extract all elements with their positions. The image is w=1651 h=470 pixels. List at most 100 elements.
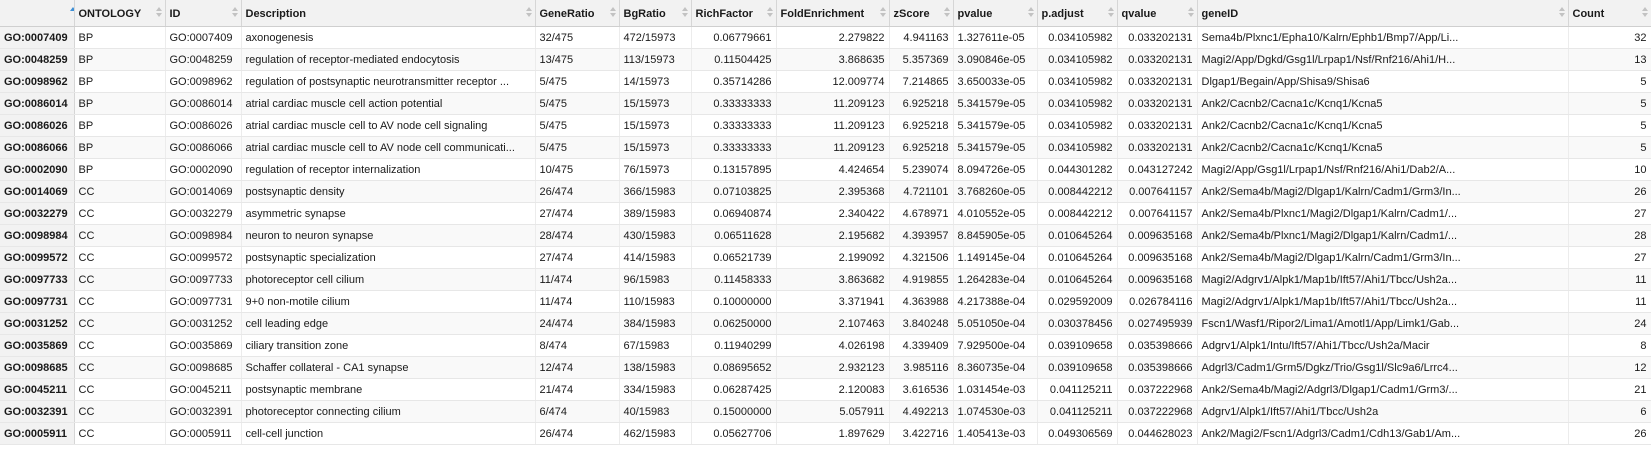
column-header-rowname[interactable] — [0, 0, 75, 27]
sort-arrows-icon[interactable] — [609, 7, 616, 18]
cell-pvalue: 5.341579e-05 — [953, 114, 1038, 137]
column-header-padjust[interactable]: p.adjust — [1037, 0, 1118, 27]
table-row[interactable]: GO:0031252 CC GO:0031252 cell leading edge 2… — [0, 312, 1651, 335]
table-row[interactable]: GO:0014069 CC GO:0014069 postsynaptic densi… — [0, 180, 1651, 203]
cell-geneid: Ank2/Sema4b/Magi2/Dlgap1/Kalrn/Cadm1/Grm… — [1197, 180, 1569, 203]
cell-bgratio: 15/15973 — [619, 114, 692, 137]
cell-description: ciliary transition zone — [241, 334, 536, 357]
cell-bgratio: 366/15983 — [619, 180, 692, 203]
cell-generatio: 11/474 — [535, 290, 620, 313]
column-header-id[interactable]: ID — [165, 0, 242, 27]
sort-arrows-icon[interactable] — [879, 7, 886, 18]
column-header-bgratio[interactable]: BgRatio — [619, 0, 692, 27]
column-header-generatio[interactable]: GeneRatio — [535, 0, 620, 27]
cell-generatio: 12/474 — [535, 356, 620, 379]
table-row[interactable]: GO:0086026 BP GO:0086026 atrial cardiac mus… — [0, 114, 1651, 137]
sort-arrows-icon[interactable] — [1027, 7, 1034, 18]
row-name-cell: GO:0032279 — [0, 202, 75, 225]
table-row[interactable]: GO:0086066 BP GO:0086066 atrial cardiac mus… — [0, 136, 1651, 159]
cell-ontology: CC — [74, 334, 166, 357]
cell-count: 24 — [1568, 312, 1651, 335]
table-row[interactable]: GO:0045211 CC GO:0045211 postsynaptic membr… — [0, 378, 1651, 401]
cell-id: GO:0048259 — [165, 48, 242, 71]
row-name-cell: GO:0014069 — [0, 180, 75, 203]
sort-arrows-icon[interactable] — [943, 7, 950, 18]
cell-ontology: CC — [74, 180, 166, 203]
cell-padjust: 0.041125211 — [1037, 378, 1118, 401]
column-header-label: zScore — [893, 7, 930, 20]
cell-foldenrichment: 2.395368 — [776, 180, 890, 203]
cell-count: 5 — [1568, 70, 1651, 93]
cell-qvalue: 0.035398666 — [1117, 356, 1198, 379]
cell-ontology: BP — [74, 136, 166, 159]
data-table: ONTOLOGY ID Description GeneRatio BgRatio Ric… — [0, 0, 1651, 445]
table-row[interactable]: GO:0097731 CC GO:0097731 9+0 non-motile cil… — [0, 290, 1651, 313]
cell-ontology: BP — [74, 48, 166, 71]
cell-padjust: 0.034105982 — [1037, 26, 1118, 49]
sort-arrows-icon[interactable] — [1107, 7, 1114, 18]
table-row[interactable]: GO:0032279 CC GO:0032279 asymmetric synapse… — [0, 202, 1651, 225]
cell-id: GO:0002090 — [165, 158, 242, 181]
cell-description: cell leading edge — [241, 312, 536, 335]
column-header-description[interactable]: Description — [241, 0, 536, 27]
sort-arrows-icon[interactable] — [766, 7, 773, 18]
row-name-cell: GO:0098984 — [0, 224, 75, 247]
column-header-zscore[interactable]: zScore — [889, 0, 954, 27]
cell-foldenrichment: 3.371941 — [776, 290, 890, 313]
table-row[interactable]: GO:0002090 BP GO:0002090 regulation of rece… — [0, 158, 1651, 181]
cell-zscore: 3.985116 — [889, 356, 954, 379]
horizontal-scroll-area[interactable] — [0, 448, 1651, 470]
cell-richfactor: 0.11504425 — [691, 48, 777, 71]
sort-arrows-icon[interactable] — [70, 7, 73, 18]
table-row[interactable]: GO:0086014 BP GO:0086014 atrial cardiac mus… — [0, 92, 1651, 115]
cell-description: atrial cardiac muscle cell action potent… — [241, 92, 536, 115]
cell-richfactor: 0.06287425 — [691, 378, 777, 401]
table-row[interactable]: GO:0035869 CC GO:0035869 ciliary transition… — [0, 334, 1651, 357]
cell-pvalue: 8.360735e-04 — [953, 356, 1038, 379]
sort-arrows-icon[interactable] — [681, 7, 688, 18]
cell-bgratio: 110/15983 — [619, 290, 692, 313]
sort-arrows-icon[interactable] — [525, 7, 532, 18]
table-row[interactable]: GO:0007409 BP GO:0007409 axonogenesis 32/475… — [0, 26, 1651, 49]
table-row[interactable]: GO:0098685 CC GO:0098685 Schaffer collatera… — [0, 356, 1651, 379]
cell-foldenrichment: 4.026198 — [776, 334, 890, 357]
table-row[interactable]: GO:0097733 CC GO:0097733 photoreceptor cell… — [0, 268, 1651, 291]
column-header-qvalue[interactable]: qvalue — [1117, 0, 1198, 27]
column-header-label: p.adjust — [1041, 7, 1084, 20]
cell-foldenrichment: 4.424654 — [776, 158, 890, 181]
column-header-geneid[interactable]: geneID — [1197, 0, 1569, 27]
cell-id: GO:0005911 — [165, 422, 242, 445]
cell-generatio: 13/475 — [535, 48, 620, 71]
cell-ontology: BP — [74, 92, 166, 115]
column-header-label: BgRatio — [623, 7, 666, 20]
cell-geneid: Ank2/Cacnb2/Cacna1c/Kcnq1/Kcna5 — [1197, 92, 1569, 115]
cell-description: regulation of receptor internalization — [241, 158, 536, 181]
sort-arrows-icon[interactable] — [155, 7, 162, 18]
column-header-ontology[interactable]: ONTOLOGY — [74, 0, 166, 27]
table-body: GO:0007409 BP GO:0007409 axonogenesis 32/475… — [0, 26, 1651, 445]
cell-count: 27 — [1568, 246, 1651, 269]
table-row[interactable]: GO:0032391 CC GO:0032391 photoreceptor conn… — [0, 400, 1651, 423]
sort-arrows-icon[interactable] — [1558, 7, 1565, 18]
column-header-richfactor[interactable]: RichFactor — [691, 0, 777, 27]
table-row[interactable]: GO:0099572 CC GO:0099572 postsynaptic speci… — [0, 246, 1651, 269]
cell-id: GO:0007409 — [165, 26, 242, 49]
cell-zscore: 5.239074 — [889, 158, 954, 181]
sort-arrows-icon[interactable] — [231, 7, 238, 18]
sort-arrows-icon[interactable] — [1641, 7, 1648, 18]
sort-arrows-icon[interactable] — [1187, 7, 1194, 18]
table-row[interactable]: GO:0048259 BP GO:0048259 regulation of rece… — [0, 48, 1651, 71]
column-header-foldenrichment[interactable]: FoldEnrichment — [776, 0, 890, 27]
cell-padjust: 0.010645264 — [1037, 224, 1118, 247]
cell-count: 26 — [1568, 180, 1651, 203]
table-row[interactable]: GO:0098962 BP GO:0098962 regulation of post… — [0, 70, 1651, 93]
cell-pvalue: 4.217388e-04 — [953, 290, 1038, 313]
cell-padjust: 0.039109658 — [1037, 334, 1118, 357]
column-header-count[interactable]: Count — [1568, 0, 1651, 27]
column-header-pvalue[interactable]: pvalue — [953, 0, 1038, 27]
cell-foldenrichment: 3.863682 — [776, 268, 890, 291]
cell-generatio: 26/474 — [535, 422, 620, 445]
cell-pvalue: 1.149145e-04 — [953, 246, 1038, 269]
table-row[interactable]: GO:0098984 CC GO:0098984 neuron to neuron s… — [0, 224, 1651, 247]
table-row[interactable]: GO:0005911 CC GO:0005911 cell-cell junction… — [0, 422, 1651, 445]
